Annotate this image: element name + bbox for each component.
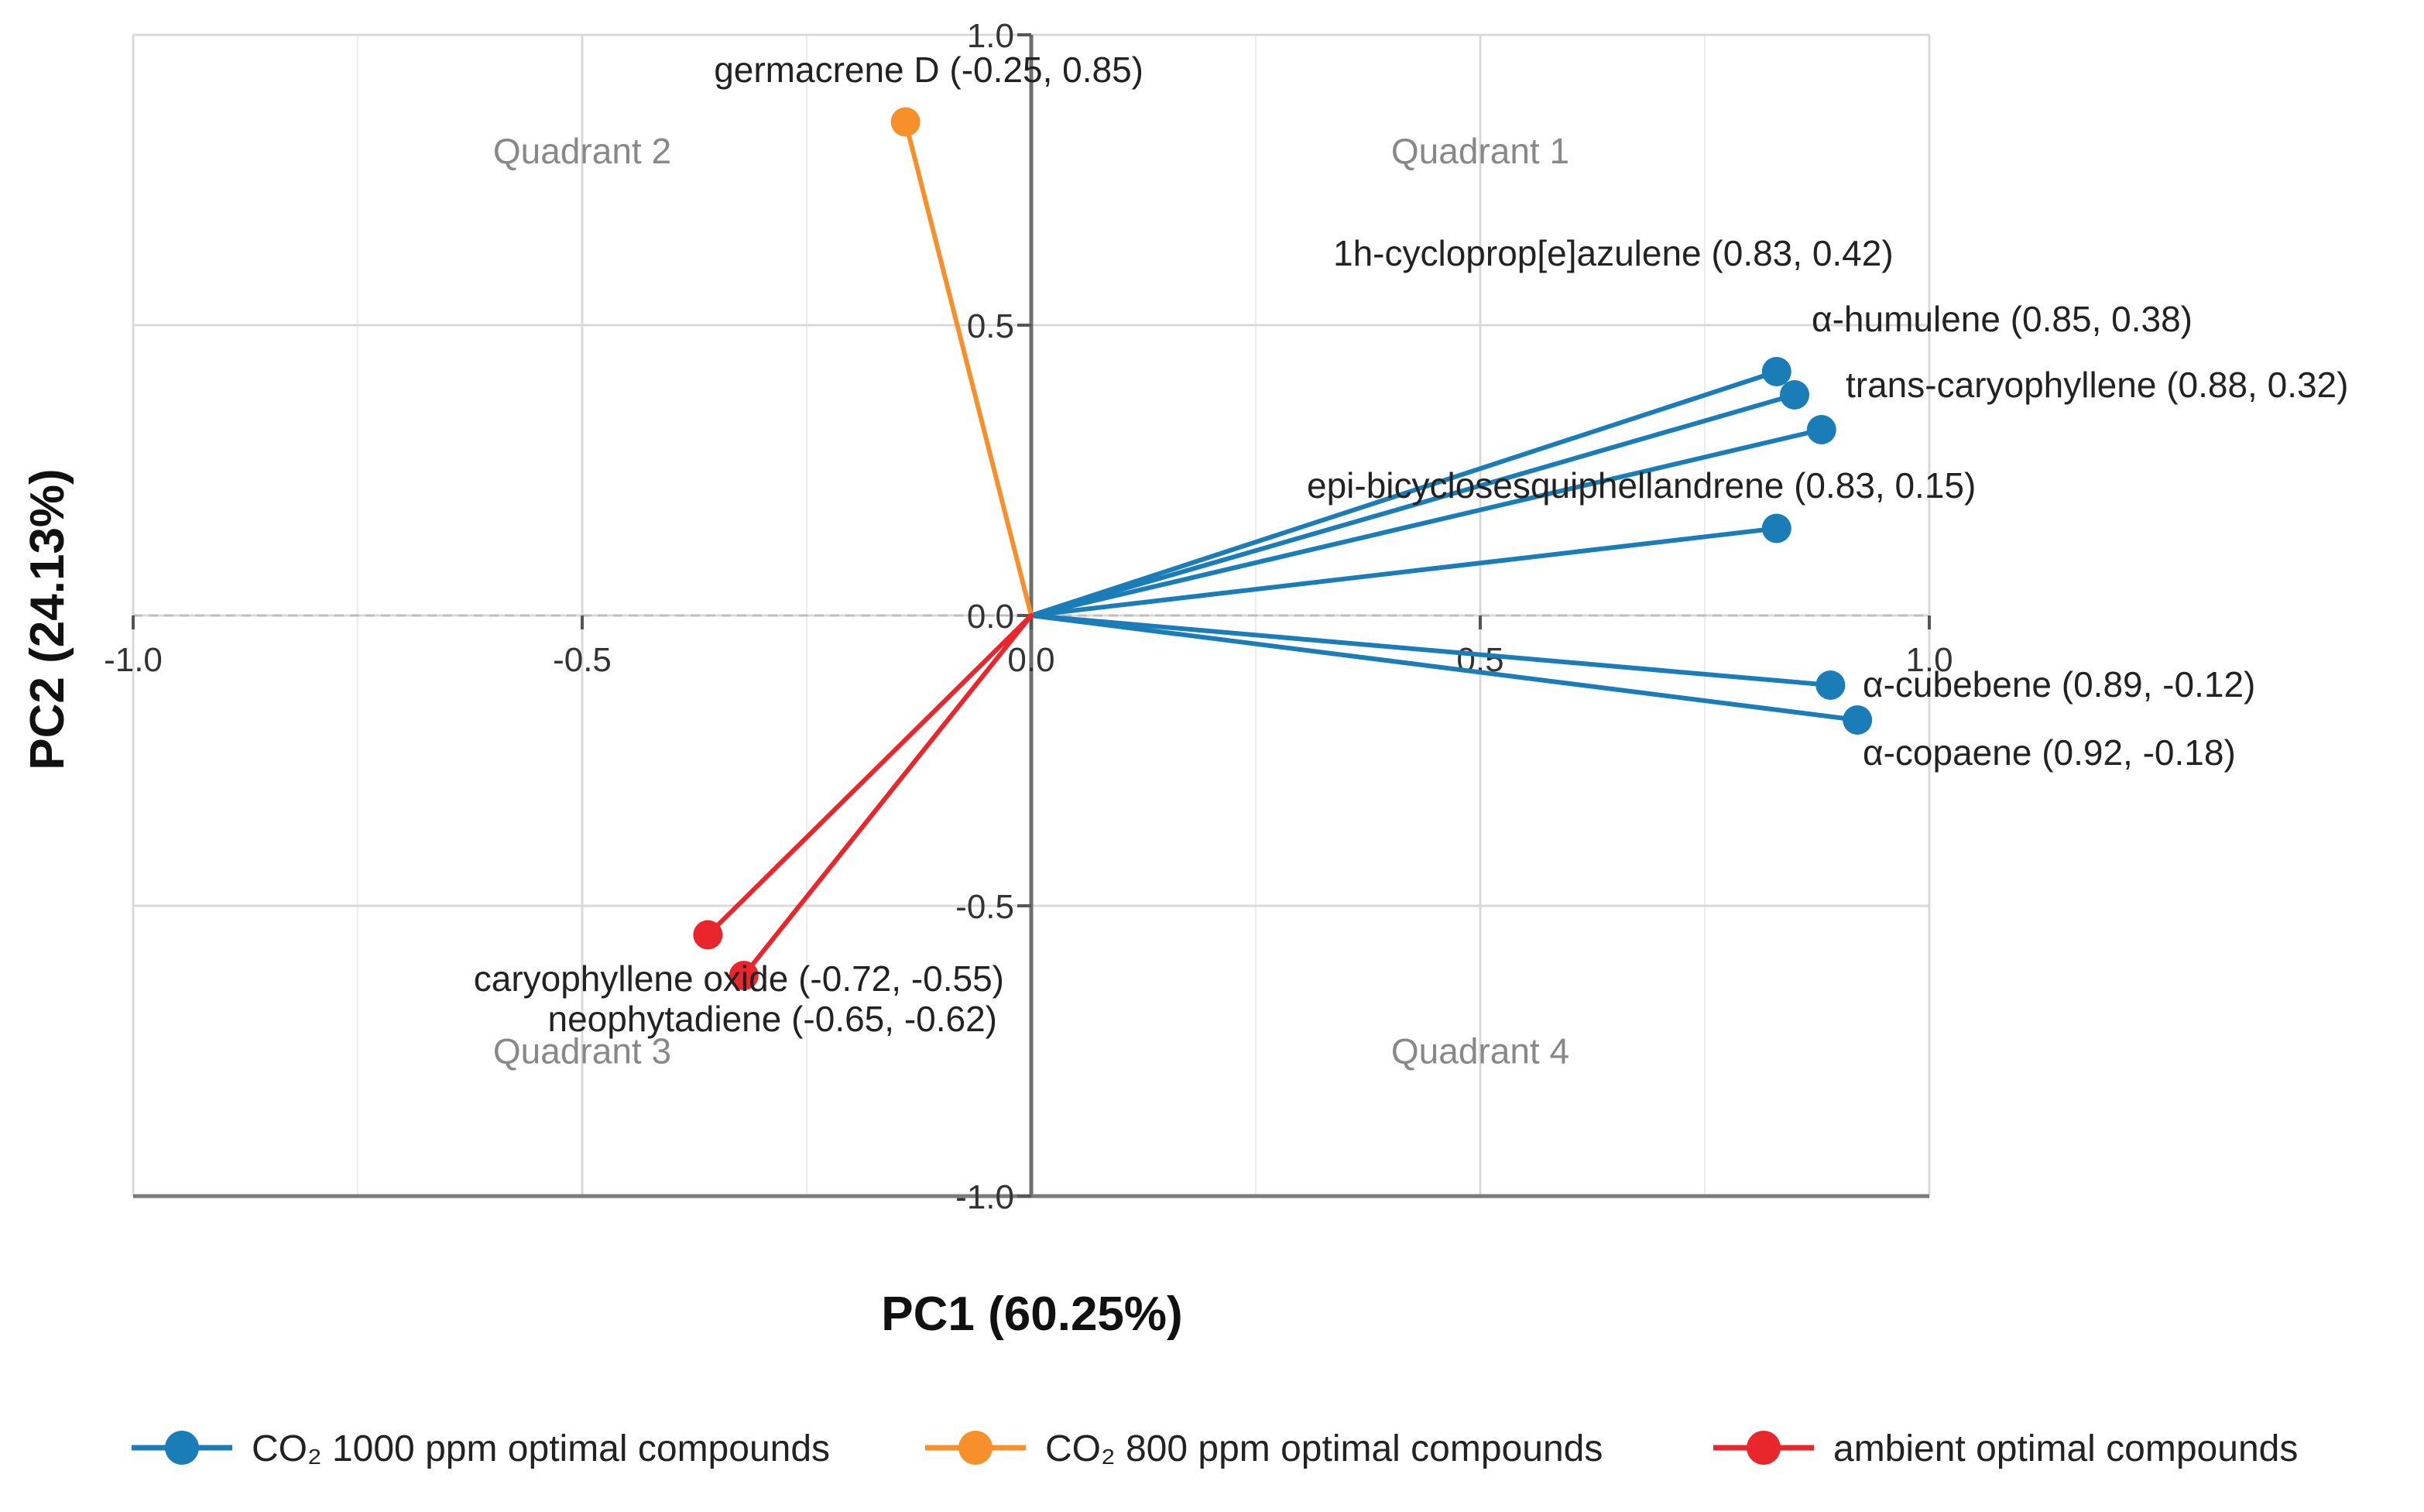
quadrant-label: Quadrant 3 xyxy=(493,1031,671,1071)
legend-label: CO₂ 1000 ppm optimal compounds xyxy=(252,1428,830,1469)
y-tick-label: 0.5 xyxy=(967,307,1014,345)
point-label: caryophyllene oxide (-0.72, -0.55) xyxy=(474,958,1004,999)
x-tick-label: -0.5 xyxy=(553,641,612,679)
loading-point-marker xyxy=(1806,415,1836,444)
y-tick-label: 0.0 xyxy=(967,598,1014,636)
loading-point-marker xyxy=(1761,357,1791,386)
y-tick-label: -0.5 xyxy=(955,888,1014,926)
point-label: 1h-cycloprop[e]azulene (0.83, 0.42) xyxy=(1333,233,1894,273)
quadrant-label: Quadrant 1 xyxy=(1391,131,1569,171)
point-label: α-cubebene (0.89, -0.12) xyxy=(1863,664,2255,705)
axis-layer: -1.0 -0.5 0.0 0.5 1.0-1.0-0.50.00.51.0 xyxy=(104,17,1953,1216)
x-tick-label: 1.0 xyxy=(1905,641,1953,679)
x-tick-label: 0.0 xyxy=(1007,641,1054,679)
legend-swatch-marker xyxy=(165,1431,199,1465)
legend-swatch-marker xyxy=(1747,1431,1781,1465)
point-label: neophytadiene (-0.65, -0.62) xyxy=(547,999,997,1039)
y-axis-title: PC2 (24.13%) xyxy=(21,468,74,770)
point-label: epi-bicyclosesquiphellandrene (0.83, 0.1… xyxy=(1307,465,1976,506)
loading-vector-line xyxy=(1029,427,1824,618)
y-tick-label: -1.0 xyxy=(955,1178,1014,1216)
quadrant-labels: Quadrant 1 Quadrant 2 Quadrant 3 Quadrant 4 xyxy=(493,131,1569,1071)
loading-point-marker xyxy=(1815,670,1846,700)
loading-vector-line xyxy=(1029,613,1860,722)
point-label: trans-caryophyllene (0.88, 0.32) xyxy=(1846,365,2348,405)
legend-swatch-marker xyxy=(958,1431,993,1465)
loading-vector-line xyxy=(1029,613,1833,687)
loading-point-marker xyxy=(890,107,921,137)
point-label: α-humulene (0.85, 0.38) xyxy=(1812,299,2193,339)
loading-point-marker xyxy=(729,961,759,990)
point-labels: 1h-cycloprop[e]azulene (0.83, 0.42) α-hum… xyxy=(474,50,2349,1039)
x-axis-title: PC1 (60.25%) xyxy=(881,1287,1182,1341)
loading-vector-line xyxy=(741,613,1034,978)
quadrant-label: Quadrant 2 xyxy=(493,131,671,171)
legend: CO₂ 1000 ppm optimal compounds CO₂ 800 pp… xyxy=(132,1428,2298,1469)
loading-point-marker xyxy=(1780,380,1809,410)
quadrant-label: Quadrant 4 xyxy=(1391,1031,1569,1071)
legend-label: CO₂ 800 ppm optimal compounds xyxy=(1045,1428,1603,1469)
loading-vector-line xyxy=(705,613,1034,938)
loading-vector-line xyxy=(1029,369,1779,618)
loading-point-marker xyxy=(693,920,723,950)
point-label: germacrene D (-0.25, 0.85) xyxy=(714,50,1143,90)
loading-vector-line xyxy=(903,119,1034,618)
loading-vectors xyxy=(693,107,1873,990)
loading-vector-line xyxy=(1029,393,1797,618)
loading-point-marker xyxy=(1761,513,1791,543)
point-label: α-copaene (0.92, -0.18) xyxy=(1863,732,2236,773)
x-tick-label: -1.0 xyxy=(104,641,163,679)
legend-label: ambient optimal compounds xyxy=(1833,1428,2298,1469)
y-tick-label: 1.0 xyxy=(967,17,1014,55)
loading-point-marker xyxy=(1843,705,1873,735)
loading-vector-line xyxy=(1029,526,1779,618)
